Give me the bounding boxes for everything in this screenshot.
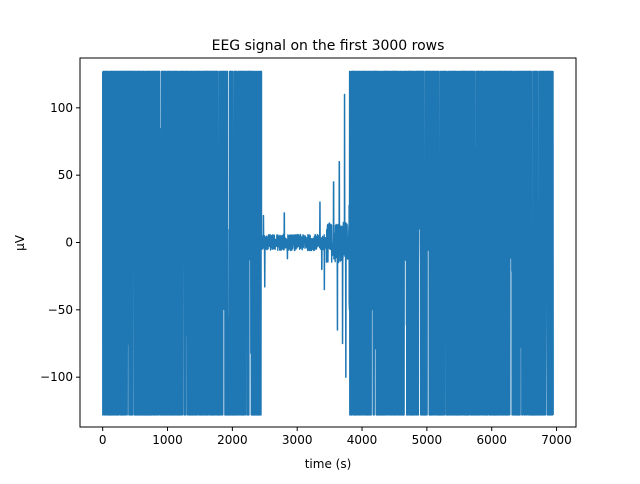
x-tick-label: 5000 (412, 433, 443, 447)
x-tick-label: 1000 (152, 433, 183, 447)
x-tick-label: 6000 (476, 433, 507, 447)
x-tick-label: 3000 (282, 433, 313, 447)
y-tick-label: −100 (40, 370, 73, 384)
x-tick-label: 0 (99, 433, 107, 447)
axes-frame (79, 57, 577, 428)
x-tick-label: 2000 (217, 433, 248, 447)
x-tick-label: 7000 (541, 433, 572, 447)
x-axis-label: time (s) (305, 457, 352, 471)
eeg-signal-line (102, 70, 554, 416)
y-tick-label: −50 (48, 303, 73, 317)
x-axis: 0 1000 2000 3000 4000 5000 6000 7000 (99, 427, 572, 447)
chart-title: EEG signal on the first 3000 rows (212, 38, 445, 54)
y-tick-label: 50 (58, 168, 73, 182)
x-tick-label: 4000 (347, 433, 378, 447)
y-tick-label: 0 (65, 236, 73, 250)
plot-area (102, 70, 554, 416)
y-axis-label: µV (13, 234, 27, 251)
y-axis: −100 −50 0 50 100 (40, 101, 80, 384)
y-tick-label: 100 (50, 101, 73, 115)
